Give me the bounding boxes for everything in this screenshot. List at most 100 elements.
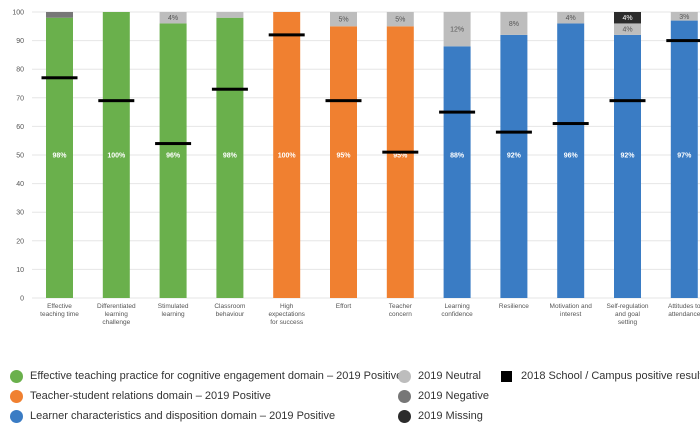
bar-positive — [614, 34, 641, 298]
y-tick-label: 40 — [16, 181, 24, 188]
x-category-label: and goal — [615, 311, 640, 318]
x-category-label: Classroom — [214, 303, 245, 310]
bar-negative — [46, 12, 73, 18]
y-tick-label: 30 — [16, 210, 24, 217]
benchmark-marker — [98, 99, 135, 103]
bar-positive — [102, 12, 130, 298]
y-tick-label: 10 — [16, 267, 24, 274]
positive-data-label: 98% — [52, 153, 67, 160]
positive-data-label: 100% — [107, 153, 126, 160]
x-category-label: behaviour — [216, 311, 245, 318]
positive-data-label: 98% — [223, 153, 238, 160]
benchmark-marker — [439, 110, 476, 114]
benchmark-marker — [382, 150, 419, 154]
benchmark-marker — [41, 76, 78, 80]
bar-positive — [670, 20, 698, 299]
x-category-label: for success — [270, 319, 304, 326]
bar-neutral — [500, 12, 528, 35]
missing-data-label: 4% — [622, 15, 632, 22]
legend-label: 2018 School / Campus positive result — [521, 370, 700, 382]
x-category-label: Teacher — [389, 303, 413, 310]
y-tick-label: 100 — [12, 10, 24, 17]
benchmark-marker — [609, 99, 646, 103]
benchmark-marker — [325, 99, 362, 103]
bar-neutral — [557, 12, 585, 24]
bar-positive — [159, 23, 187, 298]
positive-data-label: 88% — [450, 153, 465, 160]
x-category-label: expectations — [268, 311, 305, 318]
y-tick-label: 20 — [16, 238, 24, 245]
bar-positive — [443, 46, 471, 298]
x-category-label: Effective — [47, 303, 72, 310]
y-tick-label: 90 — [16, 38, 24, 45]
legend-swatch-orange — [10, 389, 23, 403]
positive-data-label: 92% — [620, 153, 635, 160]
positive-data-label: 92% — [507, 153, 522, 160]
legend-item-neutral: 2019 Neutral — [398, 366, 489, 386]
bar-missing — [614, 12, 641, 24]
bar-positive — [330, 26, 357, 299]
x-category-label: learning — [162, 311, 186, 318]
legend-domains: Effective teaching practice for cognitiv… — [10, 366, 402, 426]
y-tick-label: 80 — [16, 67, 24, 74]
bar-neutral — [614, 23, 641, 35]
x-category-label: challenge — [102, 319, 130, 326]
legend-label: 2019 Neutral — [418, 370, 481, 382]
x-category-label: teaching time — [40, 311, 79, 318]
neutral-data-label: 8% — [509, 21, 519, 28]
neutral-data-label: 4% — [168, 15, 178, 22]
legend-label: 2019 Negative — [418, 390, 489, 402]
x-category-label: Differentiated — [97, 303, 136, 310]
benchmark-marker — [268, 33, 305, 37]
bar-positive — [557, 23, 585, 298]
legend-label: Learner characteristics and disposition … — [30, 410, 336, 422]
x-category-label: Self-regulation — [607, 303, 649, 310]
positive-data-label: 95% — [336, 153, 351, 160]
x-category-label: High — [280, 303, 294, 310]
legend-item-benchmark: 2018 School / Campus positive result — [501, 366, 700, 386]
bar-neutral — [443, 12, 471, 47]
legend-swatch-missing — [398, 409, 411, 423]
bar-positive — [500, 34, 528, 298]
x-category-label: learning — [105, 311, 129, 318]
bar-neutral — [670, 12, 698, 21]
legend-item-domain-3: Learner characteristics and disposition … — [10, 406, 402, 426]
neutral-data-label: 5% — [338, 17, 348, 24]
benchmark-marker — [211, 87, 248, 91]
x-category-label: concern — [389, 311, 413, 318]
legend-swatch-neutral — [398, 369, 411, 383]
legend-label: Effective teaching practice for cognitiv… — [30, 370, 403, 382]
positive-data-label: 96% — [564, 153, 579, 160]
y-tick-label: 50 — [16, 153, 24, 160]
benchmark-marker — [552, 122, 589, 126]
positive-data-label: 95% — [393, 153, 408, 160]
legend-label: Teacher-student relations domain – 2019 … — [30, 390, 271, 402]
bar-neutral — [386, 12, 414, 27]
x-category-label: confidence — [441, 311, 473, 318]
bar-positive — [46, 17, 73, 298]
bar-neutral — [159, 12, 187, 24]
x-category-label: attendance — [668, 311, 700, 318]
benchmark-marker — [155, 142, 192, 146]
benchmark-marker — [666, 39, 700, 43]
stacked-bar-chart: 0 10 20 30 40 50 60 70 80 90 100 98% Effectiveteachi… — [12, 10, 700, 326]
legend-swatch-blue — [10, 409, 23, 423]
y-tick-label: 0 — [20, 296, 24, 303]
legend-swatch-negative — [398, 389, 411, 403]
neutral-data-label: 3% — [679, 14, 689, 21]
x-category-label: Stimulated — [158, 303, 189, 310]
x-category-label: Attitudes to — [668, 303, 700, 310]
positive-data-label: 97% — [677, 153, 692, 160]
x-category-label: Effort — [336, 303, 352, 310]
positive-data-label: 100% — [278, 153, 297, 160]
neutral-data-label: 5% — [395, 17, 405, 24]
legend-swatch-benchmark — [501, 370, 512, 382]
x-category-label: Learning — [444, 303, 470, 310]
neutral-data-label: 4% — [622, 27, 632, 34]
legend-item-domain-1: Effective teaching practice for cognitiv… — [10, 366, 402, 386]
legend-label: 2019 Missing — [418, 410, 483, 422]
bar-positive — [216, 17, 244, 298]
bar-positive — [386, 26, 414, 299]
legend-swatch-green — [10, 369, 23, 383]
x-category-label: interest — [560, 311, 582, 318]
